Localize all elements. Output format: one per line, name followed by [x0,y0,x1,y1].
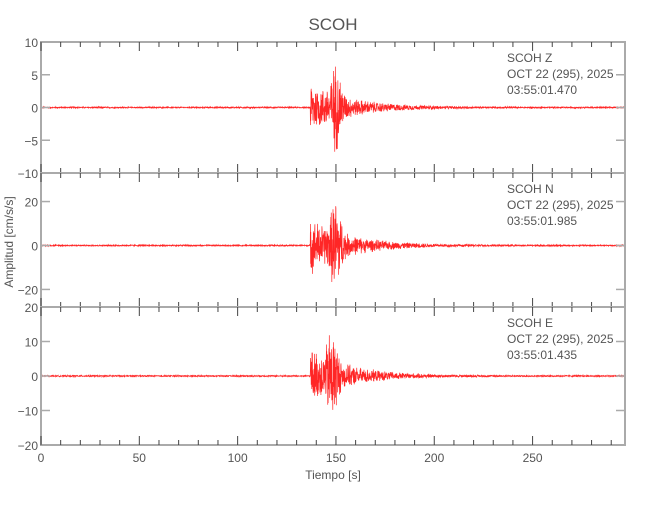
date-label: OCT 22 (295), 2025 [507,198,614,212]
y-tick-label: 20 [25,196,39,210]
x-tick-label: 250 [523,451,543,465]
y-tick-label: 10 [25,336,39,350]
station-label: SCOH [507,182,542,196]
y-tick-label: −10 [18,405,39,419]
x-tick-label: 150 [326,451,346,465]
y-axis-label: Amplitud [cm/s/s] [2,196,16,287]
y-tick-label: 10 [25,36,39,50]
y-tick-label: −5 [24,134,38,148]
date-label: OCT 22 (295), 2025 [507,67,614,81]
chart-title: SCOH [308,15,357,34]
y-tick-label: 20 [25,301,39,315]
date-label: OCT 22 (295), 2025 [507,332,614,346]
station-label: SCOH [507,51,542,65]
waveform-n [40,206,626,282]
y-tick-label: 0 [31,370,38,384]
y-tick-label: 0 [31,239,38,253]
x-tick-label: 50 [133,451,147,465]
x-axis-label: Tiempo [s] [305,468,361,482]
y-tick-label: −10 [18,167,39,181]
time-label: 03:55:01.470 [507,83,577,97]
y-tick-label: 0 [31,102,38,116]
waveform-e [40,335,626,410]
component-label: N [545,182,554,196]
component-label: Z [545,51,552,65]
time-label: 03:55:01.985 [507,214,577,228]
component-label: E [545,316,553,330]
x-tick-label: 200 [424,451,444,465]
y-tick-label: −20 [18,283,39,297]
panel-n: −20 0 20 SCOH N OCT 22 (295), 2025 03:55:01.98… [18,172,626,308]
panel-z: −10 −5 0 5 10 SCOH Z OCT 22 (295), 2025 03:55:01… [18,36,626,181]
station-label: SCOH [507,316,542,330]
x-tick-label: 100 [228,451,248,465]
y-tick-label: −20 [18,439,39,453]
x-tick-label: 0 [38,451,45,465]
time-label: 03:55:01.435 [507,348,577,362]
waveform-z [40,66,626,152]
panel-e: −20 −10 0 10 20 SCOH E OCT 22 (295), 2025 03:55:… [18,301,626,453]
y-tick-label: 5 [31,69,38,83]
